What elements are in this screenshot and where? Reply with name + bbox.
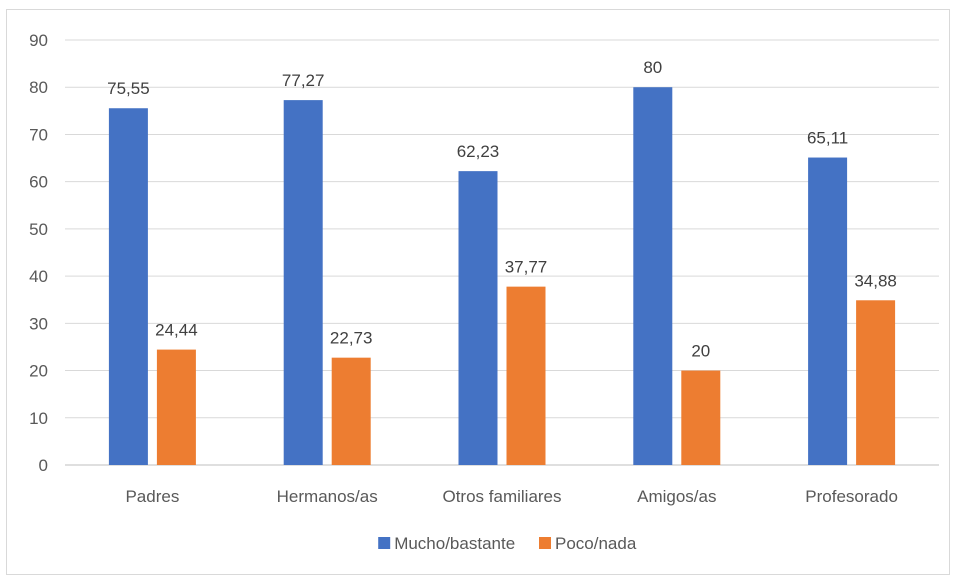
x-category-label: Padres bbox=[125, 487, 179, 506]
x-category-label: Hermanos/as bbox=[277, 487, 378, 506]
legend-swatch bbox=[378, 537, 391, 549]
data-label: 24,44 bbox=[155, 321, 198, 340]
data-label: 80 bbox=[643, 58, 662, 77]
data-label: 62,23 bbox=[457, 142, 500, 161]
data-label: 37,77 bbox=[505, 258, 548, 277]
y-tick-label: 0 bbox=[39, 456, 48, 475]
y-tick-label: 50 bbox=[29, 220, 48, 239]
y-tick-label: 90 bbox=[29, 31, 48, 50]
data-label: 22,73 bbox=[330, 329, 373, 348]
y-tick-label: 10 bbox=[29, 409, 48, 428]
bar-poco-nada bbox=[681, 370, 721, 465]
data-label: 20 bbox=[691, 342, 710, 361]
bar-poco-nada bbox=[156, 349, 196, 465]
bars bbox=[108, 87, 896, 465]
x-category-label: Otros familiares bbox=[442, 487, 561, 506]
bar-mucho-bastante bbox=[633, 87, 673, 465]
y-tick-label: 40 bbox=[29, 267, 48, 286]
bar-mucho-bastante bbox=[808, 157, 848, 465]
legend-label: Mucho/bastante bbox=[394, 534, 515, 553]
y-tick-label: 70 bbox=[29, 125, 48, 144]
y-tick-label: 80 bbox=[29, 78, 48, 97]
y-tick-label: 60 bbox=[29, 173, 48, 192]
legend-swatch bbox=[539, 537, 551, 549]
y-tick-label: 30 bbox=[29, 314, 48, 333]
bar-mucho-bastante bbox=[283, 100, 323, 465]
data-label: 65,11 bbox=[807, 129, 848, 148]
x-category-label: Amigos/as bbox=[637, 487, 716, 506]
data-label: 75,55 bbox=[107, 79, 150, 98]
bar-poco-nada bbox=[331, 357, 371, 465]
data-label: 34,88 bbox=[854, 271, 897, 290]
y-tick-label: 20 bbox=[29, 362, 48, 381]
bar-poco-nada bbox=[856, 300, 896, 465]
legend-label: Poco/nada bbox=[555, 534, 637, 553]
bar-mucho-bastante bbox=[458, 171, 498, 465]
gridlines bbox=[65, 39, 939, 466]
y-axis-ticks: 0 10 20 30 40 50 60 70 80 90 bbox=[29, 31, 48, 475]
x-category-label: Profesorado bbox=[805, 487, 898, 506]
bar-mucho-bastante bbox=[108, 108, 148, 465]
data-labels: 75,55 24,44 77,27 22,73 62,23 37,77 80 20 65,11 3… bbox=[107, 58, 897, 360]
data-label: 77,27 bbox=[282, 71, 325, 90]
x-axis-categories: Padres Hermanos/as Otros familiares Amigos/… bbox=[125, 487, 897, 506]
legend: Mucho/bastante Poco/nada bbox=[378, 534, 637, 553]
bar-poco-nada bbox=[506, 286, 546, 465]
